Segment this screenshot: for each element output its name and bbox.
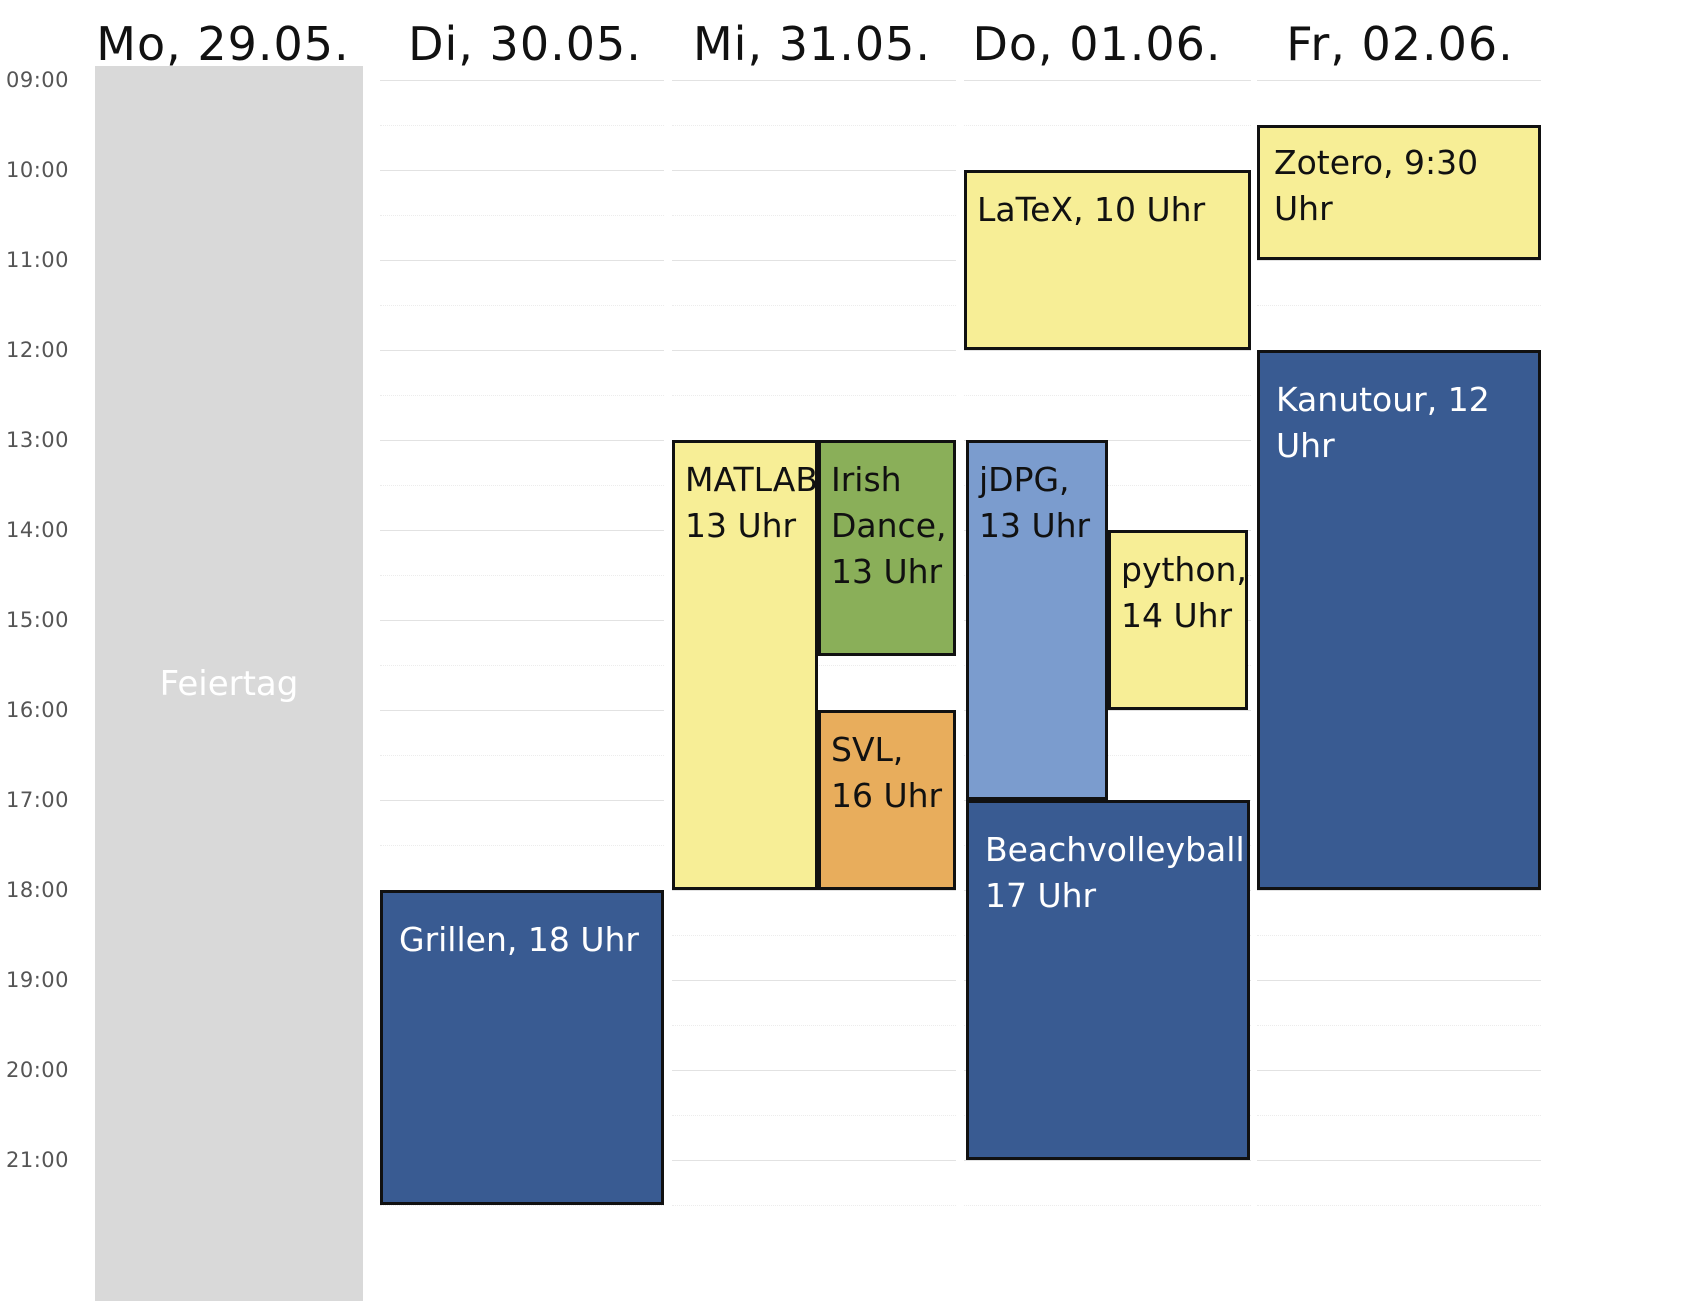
half-hour-line — [1257, 1025, 1541, 1026]
time-label: 20:00 — [6, 1058, 70, 1082]
half-hour-line — [380, 215, 664, 216]
event-label: Kanutour, 12 Uhr — [1276, 380, 1490, 465]
half-hour-line — [1257, 1205, 1541, 1206]
half-hour-line — [380, 305, 664, 306]
hour-line — [380, 350, 664, 351]
event-irish-dance[interactable]: Irish Dance, 13 Uhr — [818, 440, 956, 656]
time-label: 13:00 — [6, 428, 70, 452]
event-beachvolleyball[interactable]: Beachvolleyball, 17 Uhr — [966, 800, 1250, 1160]
half-hour-line — [1257, 1115, 1541, 1116]
hour-line — [672, 80, 956, 81]
holiday-block: Feiertag — [95, 66, 363, 1301]
event-label: jDPG, 13 Uhr — [979, 460, 1091, 545]
event-label: MATLAB, 13 Uhr — [685, 460, 818, 545]
hour-line — [672, 1160, 956, 1161]
event-kanutour[interactable]: Kanutour, 12 Uhr — [1257, 350, 1541, 890]
half-hour-line — [964, 1205, 1251, 1206]
time-label: 21:00 — [6, 1148, 70, 1172]
half-hour-line — [672, 215, 956, 216]
event-zotero[interactable]: Zotero, 9:30 Uhr — [1257, 125, 1541, 260]
half-hour-line — [380, 125, 664, 126]
hour-line — [380, 440, 664, 441]
half-hour-line — [380, 755, 664, 756]
event-latex[interactable]: LaTeX, 10 Uhr — [964, 170, 1251, 350]
holiday-label: Feiertag — [159, 663, 299, 704]
hour-line — [672, 980, 956, 981]
event-label: Grillen, 18 Uhr — [399, 920, 639, 959]
half-hour-line — [672, 935, 956, 936]
event-grillen[interactable]: Grillen, 18 Uhr — [380, 890, 664, 1205]
hour-line — [964, 1160, 1251, 1161]
event-python[interactable]: python, 14 Uhr — [1108, 530, 1248, 710]
event-label: SVL, 16 Uhr — [831, 730, 943, 815]
day-header: Mi, 31.05. — [692, 17, 932, 71]
half-hour-line — [380, 845, 664, 846]
half-hour-line — [672, 125, 956, 126]
hour-line — [380, 80, 664, 81]
half-hour-line — [672, 1205, 956, 1206]
time-label: 12:00 — [6, 338, 70, 362]
hour-line — [380, 530, 664, 531]
half-hour-line — [380, 395, 664, 396]
half-hour-line — [672, 1025, 956, 1026]
time-label: 11:00 — [6, 248, 70, 272]
half-hour-line — [672, 395, 956, 396]
hour-line — [672, 260, 956, 261]
time-label: 16:00 — [6, 698, 70, 722]
hour-line — [672, 170, 956, 171]
hour-line — [672, 890, 956, 891]
time-label: 14:00 — [6, 518, 70, 542]
event-label: Beachvolleyball, 17 Uhr — [985, 830, 1250, 915]
event-label: python, 14 Uhr — [1121, 550, 1247, 635]
hour-line — [672, 350, 956, 351]
hour-line — [380, 170, 664, 171]
hour-line — [1257, 890, 1541, 891]
day-header: Di, 30.05. — [408, 17, 642, 71]
half-hour-line — [380, 575, 664, 576]
event-svl[interactable]: SVL, 16 Uhr — [818, 710, 956, 890]
hour-line — [1257, 1070, 1541, 1071]
time-label: 19:00 — [6, 968, 70, 992]
day-header: Mo, 29.05. — [96, 17, 350, 71]
hour-line — [380, 800, 664, 801]
hour-line — [380, 260, 664, 261]
half-hour-line — [1257, 935, 1541, 936]
half-hour-line — [964, 125, 1251, 126]
half-hour-line — [380, 1205, 664, 1206]
event-label: Irish Dance, 13 Uhr — [831, 460, 947, 591]
event-matlab[interactable]: MATLAB, 13 Uhr — [672, 440, 818, 890]
hour-line — [1257, 1160, 1541, 1161]
time-label: 18:00 — [6, 878, 70, 902]
hour-line — [964, 80, 1251, 81]
event-label: Zotero, 9:30 Uhr — [1274, 143, 1479, 228]
time-label: 17:00 — [6, 788, 70, 812]
hour-line — [1257, 80, 1541, 81]
half-hour-line — [964, 395, 1251, 396]
half-hour-line — [1257, 305, 1541, 306]
half-hour-line — [380, 485, 664, 486]
hour-line — [380, 620, 664, 621]
hour-line — [1257, 980, 1541, 981]
hour-line — [964, 350, 1251, 351]
hour-line — [672, 1070, 956, 1071]
event-jdpg[interactable]: jDPG, 13 Uhr — [966, 440, 1108, 800]
day-header: Do, 01.06. — [972, 17, 1222, 71]
time-label: 10:00 — [6, 158, 70, 182]
hour-line — [380, 710, 664, 711]
time-label: 09:00 — [6, 68, 70, 92]
half-hour-line — [380, 665, 664, 666]
event-label: LaTeX, 10 Uhr — [977, 190, 1206, 229]
time-label: 15:00 — [6, 608, 70, 632]
hour-line — [1257, 260, 1541, 261]
day-header: Fr, 02.06. — [1286, 17, 1514, 71]
half-hour-line — [672, 305, 956, 306]
half-hour-line — [672, 1115, 956, 1116]
